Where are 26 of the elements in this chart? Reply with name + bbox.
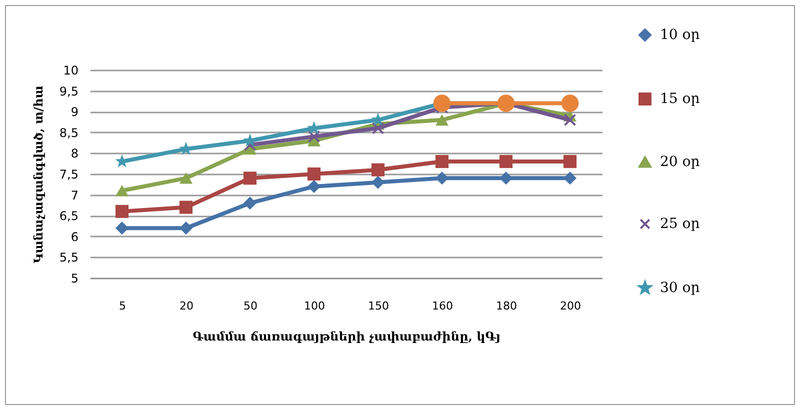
y-tick-label: 9,5 <box>59 84 78 98</box>
y-tick-label: 9 <box>70 105 78 120</box>
x-tick-label: 5 <box>119 300 126 312</box>
x-tick-label: 180 <box>496 300 517 312</box>
y-tick-label: 7,5 <box>59 168 78 182</box>
x-tick-label: 100 <box>304 300 325 312</box>
x-tick-label: 20 <box>180 300 194 312</box>
y-tick-label: 7 <box>70 188 78 202</box>
legend-label: 15 օր <box>660 91 700 107</box>
x-tick-label: 50 <box>244 300 258 312</box>
legend-label: 20 օր <box>660 154 700 170</box>
y-tick-label: 6 <box>70 230 78 244</box>
y-axis-title: Կանաչազանգված, տ/հա <box>31 85 46 264</box>
x-tick-label: 150 <box>368 300 389 312</box>
legend-label: 10 օր <box>660 27 700 43</box>
y-tick-label: 10 <box>63 64 78 78</box>
legend-label: 25 օր <box>660 216 700 232</box>
y-tick-label: 5,5 <box>59 250 78 265</box>
y-tick-label: 8,5 <box>59 126 78 140</box>
x-axis-title: Գամմա ճառագայթների չափաբաժինը, կԳյ <box>192 330 500 344</box>
y-tick-label: 8 <box>70 146 78 161</box>
x-tick-label: 160 <box>432 300 453 312</box>
x-tick-label: 200 <box>560 300 581 312</box>
y-tick-label: 5 <box>70 272 78 286</box>
y-tick-label: 6,5 <box>59 209 78 224</box>
legend-label: 30 օր <box>660 280 700 296</box>
